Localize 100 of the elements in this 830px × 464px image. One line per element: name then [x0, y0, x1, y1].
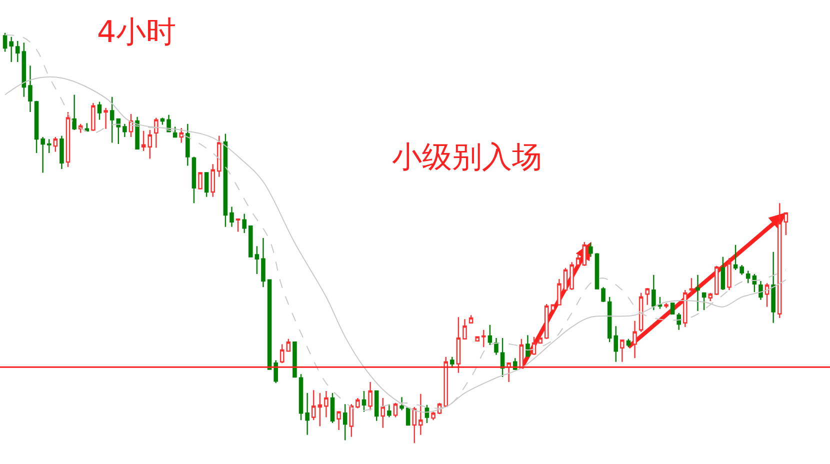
- candlestick: [254, 246, 260, 275]
- candlestick: [664, 302, 668, 309]
- candlestick: [217, 135, 222, 178]
- candlestick: [506, 362, 511, 383]
- candlestick: [450, 356, 454, 369]
- candlestick: [91, 102, 96, 132]
- candlestick: [594, 252, 600, 290]
- candlestick: [248, 225, 253, 258]
- candlestick: [172, 126, 178, 138]
- candlestick: [588, 242, 593, 258]
- candlestick: [676, 312, 681, 330]
- candlestick: [538, 337, 542, 344]
- candlestick: [186, 123, 190, 166]
- candlestick: [242, 213, 246, 234]
- candlestick: [412, 406, 417, 444]
- candlestick: [362, 390, 366, 412]
- candlestick: [9, 36, 14, 63]
- candlestick: [614, 326, 618, 362]
- candlestick: [746, 270, 750, 284]
- candlestick: [544, 303, 549, 340]
- candlestick: [160, 117, 165, 126]
- candlestick: [475, 336, 480, 342]
- candlestick: [393, 402, 398, 418]
- candlestick: [670, 302, 675, 314]
- candlestick: [110, 96, 114, 144]
- candlestick: [198, 172, 202, 190]
- candlestick: [758, 280, 763, 300]
- candlestick: [280, 344, 284, 364]
- candlestick: [336, 410, 341, 431]
- candlestick: [148, 129, 152, 160]
- candlestick: [720, 256, 726, 291]
- candlestick: [764, 282, 770, 308]
- candlestick: [122, 123, 127, 138]
- candlestick: [311, 390, 316, 421]
- candlestick: [192, 156, 196, 204]
- candlestick: [40, 136, 45, 174]
- candlestick: [2, 32, 8, 52]
- candlestick: [570, 262, 574, 291]
- candlestick: [298, 374, 304, 421]
- candlestick: [771, 251, 776, 324]
- candlestick: [456, 316, 461, 374]
- candlestick: [387, 404, 392, 418]
- candlestick: [702, 292, 706, 311]
- candlestick: [550, 304, 556, 311]
- candlestick: [374, 390, 379, 422]
- candlestick: [116, 118, 121, 145]
- candlestick: [324, 390, 328, 418]
- candlestick: [22, 42, 26, 98]
- candlestick: [582, 241, 587, 266]
- candlestick: [632, 320, 637, 359]
- candlestick: [576, 254, 580, 266]
- candlestick: [154, 117, 158, 148]
- candlestick: [318, 392, 322, 427]
- candlestick: [349, 404, 354, 438]
- candlestick: [286, 338, 291, 352]
- candlestick: [696, 274, 700, 312]
- candlestick: [777, 202, 782, 319]
- annotation: 小级别入场: [392, 140, 542, 175]
- candlestick: [135, 116, 140, 150]
- candlestick: [500, 337, 505, 378]
- candlestick: [210, 164, 215, 198]
- candlestick: [179, 127, 184, 144]
- candlestick: [620, 340, 624, 362]
- candlestick: [727, 257, 732, 291]
- candlestick: [431, 411, 436, 421]
- candlestick: [740, 264, 744, 276]
- candlestick: [488, 324, 492, 346]
- candlestick: [330, 392, 335, 424]
- candlestick: [223, 133, 228, 228]
- candlestick: [418, 393, 423, 436]
- candlestick: [53, 136, 58, 152]
- candlestick: [526, 334, 530, 358]
- candlestick: [368, 381, 372, 411]
- candlestick: [714, 265, 719, 296]
- candlestick: [261, 237, 266, 288]
- candlestick: [532, 336, 536, 356]
- candlestick: [733, 244, 738, 271]
- candlestick: [658, 296, 662, 310]
- candlestick: [66, 111, 70, 168]
- candlestick: [482, 329, 486, 348]
- candlestick: [356, 397, 360, 409]
- candlestick: [305, 392, 310, 436]
- candlestick: [557, 278, 562, 306]
- candlestick: [72, 94, 76, 131]
- candlestick: [462, 318, 467, 340]
- candlestick: [652, 274, 656, 311]
- candlestick: [267, 279, 272, 370]
- candlestick: [236, 218, 240, 232]
- candlestick: [494, 337, 498, 356]
- candlestick: [708, 292, 712, 302]
- candlestick: [645, 287, 650, 306]
- candlestick: [97, 101, 102, 120]
- candlestick: [292, 342, 297, 378]
- candlestick: [342, 404, 348, 441]
- candlestick: [104, 107, 108, 130]
- candlestick: [424, 404, 430, 424]
- candlestick: [400, 396, 404, 411]
- candlestick: [141, 130, 146, 152]
- candlestick: [46, 138, 52, 154]
- candlestick: [468, 314, 474, 324]
